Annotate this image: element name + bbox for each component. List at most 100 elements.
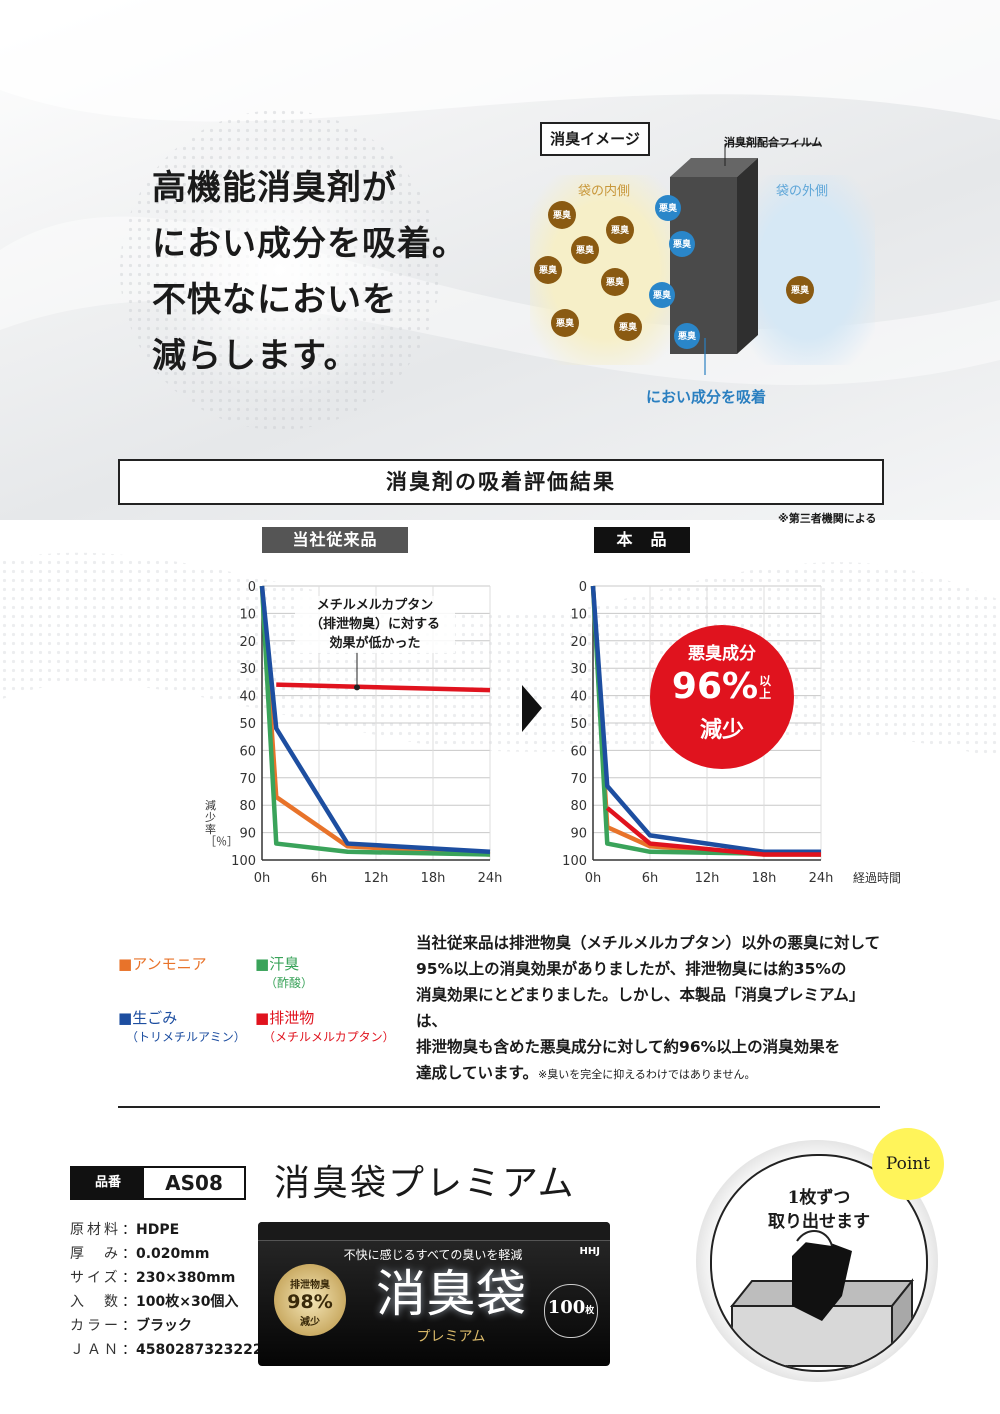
- spec-value: ブラック: [136, 1318, 192, 1334]
- x-tick-label: 12h: [364, 871, 389, 886]
- y-tick-label: 70: [570, 772, 587, 787]
- chart-annotation: メチルメルカプタン （排泄物臭）に対する 効果が低かった: [295, 596, 455, 653]
- y-tick-label: 50: [239, 717, 256, 732]
- particle-label: 悪臭: [611, 224, 630, 236]
- box-count: 100: [547, 1297, 586, 1318]
- y-tick-label: 80: [239, 799, 256, 814]
- y-tick-label: 30: [239, 662, 256, 677]
- box-seal: 排泄物臭 98% 減少: [274, 1264, 346, 1336]
- box-main-title: 消臭袋: [376, 1265, 526, 1323]
- badge-percent: 96%: [671, 666, 759, 707]
- particle-label: 悪臭: [576, 244, 595, 256]
- box-brand: HHJ: [579, 1246, 600, 1257]
- legend-garbage: ■生ごみ （トリメチルアミン）: [118, 1009, 246, 1044]
- x-tick-label: 6h: [642, 871, 659, 886]
- badge-line1: 悪臭成分: [688, 644, 756, 664]
- particle-label: 悪臭: [539, 264, 558, 276]
- annotation-line: 効果が低かった: [329, 636, 421, 651]
- outside-label: 袋の外側: [776, 184, 829, 199]
- y-tick-label: 90: [239, 827, 256, 842]
- point-illustration: 1枚ずつ 取り出せます Point: [696, 1128, 944, 1382]
- arrow-right-icon: [522, 685, 542, 732]
- y-tick-label: 90: [570, 827, 587, 842]
- legend-sub: （トリメチルアミン）: [126, 1030, 246, 1044]
- spec-label: 原材料: [70, 1222, 121, 1238]
- annotation-line: メチルメルカプタン: [316, 598, 434, 613]
- x-tick-label: 18h: [421, 871, 446, 886]
- point-line: 取り出せます: [768, 1212, 870, 1232]
- spec-value: HDPE: [136, 1222, 180, 1238]
- spec-row: 厚 み：0.020mm: [70, 1242, 209, 1266]
- y-tick-label: 80: [570, 799, 587, 814]
- spec-row: 入 数：100枚×30個入: [70, 1290, 238, 1314]
- series-line: [259, 585, 491, 855]
- legend-excrement: ■排泄物 （メチルメルカプタン）: [255, 1009, 395, 1044]
- product-name: 消臭袋プレミアム: [274, 1163, 576, 1204]
- series-line: [605, 806, 821, 857]
- particle-label: 悪臭: [556, 317, 575, 329]
- badge-suffix: 以上: [759, 674, 772, 701]
- hero-line: におい成分を吸着。: [152, 224, 467, 264]
- particle-label: 悪臭: [673, 238, 692, 250]
- spec-row: 原材料：HDPE: [70, 1218, 179, 1242]
- y-tick-label: 100: [231, 854, 256, 869]
- box-count-unit: 枚: [585, 1306, 595, 1316]
- tissue-box-icon: [729, 1230, 915, 1369]
- series-line: [590, 585, 821, 855]
- spec-label: 入 数: [70, 1294, 121, 1310]
- x-tick-label: 24h: [478, 871, 503, 886]
- spec-label: サイズ: [70, 1270, 121, 1286]
- particle-label: 悪臭: [659, 202, 678, 214]
- particle-label: 悪臭: [678, 330, 697, 342]
- description-line: 当社従来品は排泄物臭（メチルメルカプタン）以外の悪臭に対して: [416, 934, 881, 952]
- divider: [118, 1106, 880, 1108]
- particle-label: 悪臭: [619, 321, 638, 333]
- x-tick-label: 0h: [585, 871, 602, 886]
- spec-label: ＪＡＮ: [70, 1342, 121, 1358]
- y-tick-label: 60: [239, 744, 256, 759]
- point-badge: Point: [872, 1128, 944, 1200]
- third-party-note: ※第三者機関による: [778, 512, 877, 525]
- series-line: [276, 682, 491, 693]
- y-tick-label: 40: [239, 690, 256, 705]
- legend-label: 汗臭: [269, 955, 300, 973]
- product-code: AS08: [165, 1171, 223, 1195]
- spec-value: 0.020mm: [136, 1246, 210, 1262]
- y-tick-label: 70: [239, 772, 256, 787]
- odor-particles-inside: [534, 201, 814, 341]
- hero-headline: 高機能消臭剤が におい成分を吸着。 不快なにおいを 減らします。: [152, 160, 492, 384]
- x-tick-label: 24h: [809, 871, 834, 886]
- point-line: 1枚ずつ: [787, 1188, 851, 1208]
- badge-line3: 減少: [699, 718, 744, 743]
- spec-row: サイズ：230×380mm: [70, 1266, 235, 1290]
- y-tick-label: 60: [570, 744, 587, 759]
- x-tick-label: 12h: [695, 871, 720, 886]
- spec-value: 230×380mm: [136, 1270, 236, 1286]
- description-note: ※臭いを完全に抑えるわけではありません。: [538, 1068, 756, 1081]
- y-tick-label: 40: [570, 690, 587, 705]
- box-count-badge: 100枚: [544, 1284, 598, 1338]
- description-last: 達成しています。: [416, 1064, 538, 1082]
- particle-label: 悪臭: [653, 289, 672, 301]
- series-line: [259, 585, 491, 857]
- y-tick-label: 20: [239, 635, 256, 650]
- legend-label: 排泄物: [269, 1009, 315, 1027]
- legend-ammonia: ■アンモニア: [118, 955, 207, 973]
- legend-label: 生ごみ: [132, 1009, 178, 1027]
- product-code-label: 品番: [72, 1168, 144, 1198]
- diagram-label: 消臭イメージ: [540, 122, 650, 156]
- annotation-dot: [354, 684, 360, 691]
- y-tick-label: 50: [570, 717, 587, 732]
- hero-line: 減らします。: [152, 336, 359, 376]
- y-tick-label: 30: [570, 662, 587, 677]
- y-tick-label: 0: [248, 580, 256, 595]
- inside-label: 袋の内側: [578, 184, 631, 199]
- y-tick-label: 0: [579, 580, 587, 595]
- y-tick-label: 10: [239, 607, 256, 622]
- spec-label: 厚 み: [70, 1246, 121, 1262]
- seal-top: 排泄物臭: [290, 1280, 330, 1291]
- x-axis-label: 経過時間: [853, 871, 902, 885]
- legend-sweat: ■汗臭 （酢酸）: [255, 955, 314, 990]
- description-line: 排泄物臭も含めた悪臭成分に対して約96%以上の消臭効果を: [416, 1038, 841, 1056]
- description-line: 95%以上の消臭効果がありましたが、排泄物臭には約35%の: [416, 960, 847, 978]
